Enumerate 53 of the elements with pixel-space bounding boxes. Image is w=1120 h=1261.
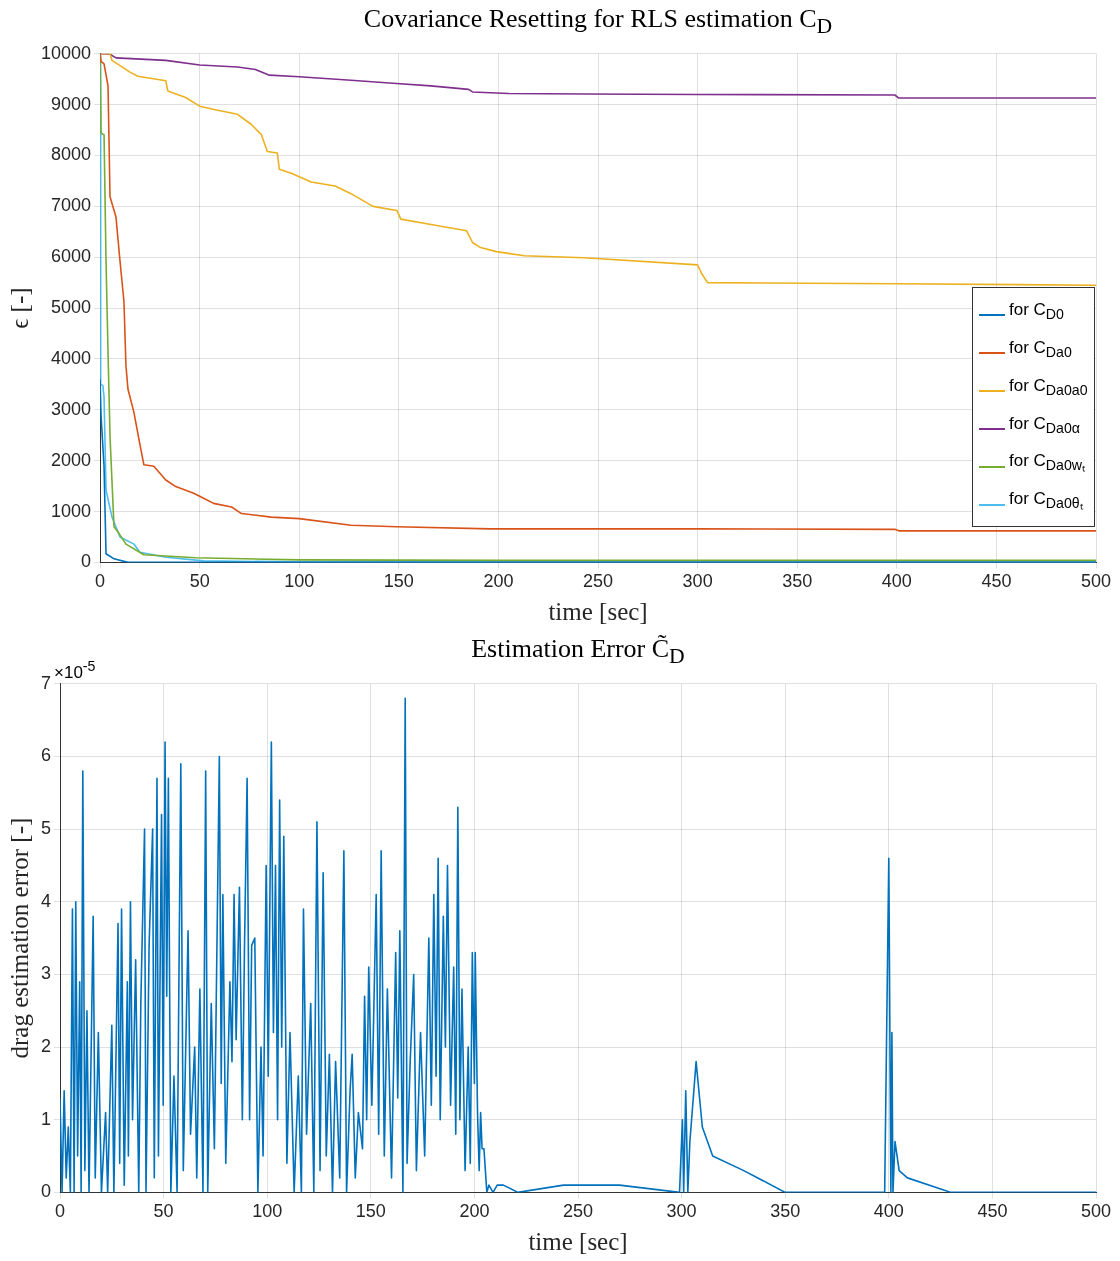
legend-label: for C$_{Da0wₜ}$ (1009, 451, 1086, 475)
y-tick-label: 6000 (51, 246, 92, 267)
legend-label: for C$_{Da0θₜ}$ (1009, 489, 1083, 513)
chart-title: Estimation Error C̃$_{D}$ (471, 634, 685, 669)
y-tick-label: 1000 (51, 500, 92, 521)
y-tick-label: 4000 (51, 347, 92, 368)
y-tick-label: 4 (41, 890, 52, 911)
y-tick-label: 10000 (40, 42, 92, 63)
x-axis-title: time [sec] (528, 1227, 628, 1255)
x-tick-label: 250 (583, 571, 614, 592)
text: ×10$^{-5}$ (54, 657, 96, 683)
x-tick-label: 500 (1080, 571, 1112, 592)
y-tick-label: 0 (81, 551, 92, 572)
x-tick-label: 450 (981, 571, 1012, 592)
y-tick-label: 8000 (51, 144, 92, 165)
chart-title: Covariance Resetting for RLS estimation C$_{D}$ (362, 4, 834, 40)
y-tick-label: 0 (41, 1181, 52, 1202)
y-tick-label: 7000 (51, 195, 92, 216)
y-tick-label: 5000 (51, 297, 92, 318)
x-tick-label: 450 (977, 1201, 1008, 1222)
y-axis-title: ϵ [-] (5, 287, 33, 329)
y-tick-label: 2 (41, 1036, 52, 1057)
x-tick-label: 350 (782, 571, 813, 592)
x-tick-label: 500 (1080, 1201, 1112, 1222)
x-tick-label: 0 (95, 571, 106, 592)
x-tick-label: 150 (355, 1201, 386, 1222)
x-tick-label: 250 (562, 1201, 594, 1222)
x-tick-label: 350 (770, 1201, 801, 1222)
x-tick-label: 150 (383, 571, 414, 592)
y-tick-label: 3000 (51, 398, 92, 419)
y-tick-label: 2000 (51, 449, 92, 470)
x-tick-label: 50 (189, 571, 210, 592)
x-tick-label: 300 (682, 571, 713, 592)
y-tick-label: 3 (41, 963, 52, 984)
legend-label: for C$_{D0}$ (1009, 299, 1064, 322)
x-tick-label: 100 (252, 1201, 283, 1222)
y-tick-label: 7 (41, 672, 52, 693)
y-tick-label: 6 (41, 745, 52, 766)
x-tick-label: 200 (483, 571, 514, 592)
x-tick-label: 200 (459, 1201, 490, 1222)
y-tick-label: 1 (41, 1108, 52, 1129)
y-tick-label: 5 (41, 818, 52, 839)
y-axis-title: drag estimation error [-] (5, 817, 33, 1059)
x-axis-title: time [sec] (548, 597, 648, 625)
x-tick-label: 400 (881, 571, 912, 592)
legend-label: for C$_{Da0a0}$ (1009, 375, 1088, 398)
legend-label: for C$_{Da0}$ (1009, 337, 1072, 360)
y-tick-label: 9000 (51, 93, 92, 114)
x-tick-label: 400 (873, 1201, 904, 1222)
legend-label: for C$_{Da0α}$ (1009, 413, 1080, 436)
x-tick-label: 300 (666, 1201, 697, 1222)
x-tick-label: 100 (284, 571, 315, 592)
x-tick-label: 50 (153, 1201, 174, 1222)
